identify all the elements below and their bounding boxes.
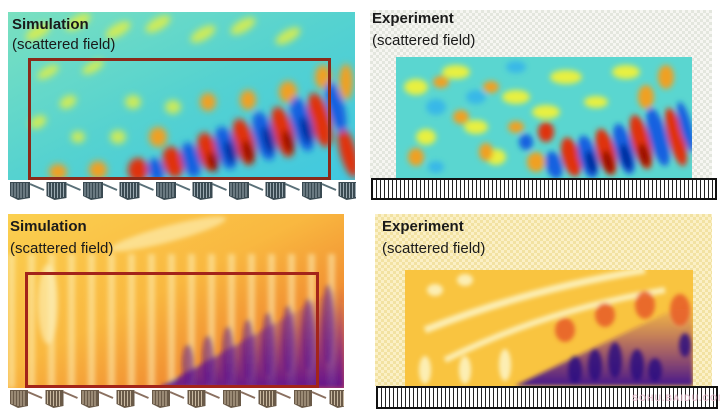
metasurface-comb [8,180,356,200]
jet-field-map-experiment [396,57,692,178]
region-of-interest-box [28,58,331,180]
panel-subtitle: (scattered field) [382,240,486,257]
panel-subtitle: (scattered field) [10,240,114,257]
metasurface-comb [8,389,344,409]
panel-subtitle: (scattered field) [372,32,476,49]
watermark: SOHU.BAIDU.COM [632,393,720,403]
intensity-field-map-experiment [405,270,693,386]
region-of-interest-box [25,272,319,388]
panel-top-left-simulation [8,12,355,180]
intensity-field-map [8,214,344,388]
panel-title: Experiment [382,218,464,235]
grating-substrate-bar [371,178,717,200]
panel-subtitle: (scattered field) [12,36,116,53]
metasurface-teeth-icon [8,389,344,409]
panel-title: Simulation [10,218,87,235]
panel-bottom-left-simulation [8,214,344,388]
metasurface-teeth-icon [8,180,356,200]
grating-substrate-bar [376,386,718,409]
panel-title: Simulation [12,16,89,33]
panel-title: Experiment [372,10,454,27]
jet-field-map [8,12,355,180]
